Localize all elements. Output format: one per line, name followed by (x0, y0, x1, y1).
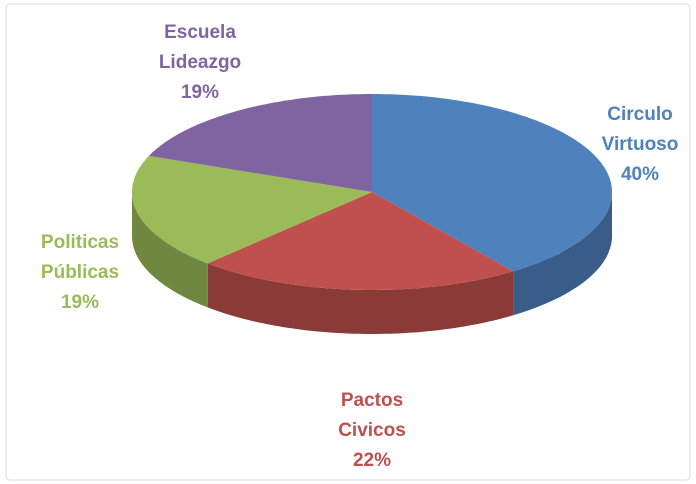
value-label: 40% (620, 164, 660, 185)
slice-label: Politicas Públicas 19% (28, 228, 132, 318)
value-label: 19% (180, 82, 220, 103)
slice-label: Escuela Lideazgo 19% (148, 18, 252, 108)
slice (207, 192, 514, 290)
category-label: Escuela Lideazgo (158, 22, 242, 73)
value-label: 19% (60, 292, 100, 313)
value-label: 22% (352, 450, 392, 471)
slice-side (207, 263, 514, 334)
slice (372, 94, 612, 272)
category-label: Circulo Virtuoso (601, 104, 679, 155)
slice (148, 94, 372, 192)
slice-label: Pactos Civicos 22% (320, 386, 424, 476)
slice-label: Circulo Virtuoso 40% (588, 100, 692, 190)
slice (132, 155, 372, 264)
category-label: Pactos Civicos (338, 390, 406, 441)
slice-side (132, 192, 208, 308)
category-label: Politicas Públicas (40, 232, 120, 283)
slice-side (513, 192, 612, 316)
